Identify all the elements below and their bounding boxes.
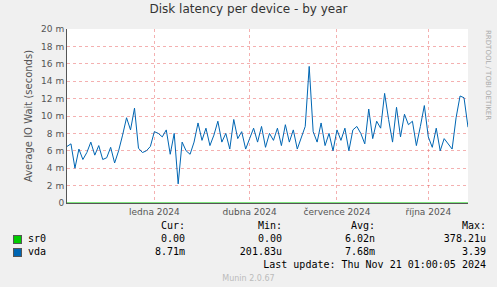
- html-text:378.21u: 378.21u: [443, 233, 486, 244]
- svg-text:14 m: 14 m: [41, 76, 64, 86]
- svg-text:Average IO Wait (seconds): Average IO Wait (seconds): [23, 50, 34, 182]
- svg-text:2 m: 2 m: [47, 181, 64, 191]
- html-text:Min:: Min:: [257, 220, 282, 231]
- svg-text:20 m: 20 m: [41, 24, 64, 34]
- svg-text:července 2024: července 2024: [303, 207, 370, 217]
- svg-text:12 m: 12 m: [41, 94, 64, 104]
- html-text:Max:: Max:: [461, 220, 486, 231]
- html-text:3.39: 3.39: [461, 246, 486, 257]
- html-text:0.00: 0.00: [257, 233, 282, 244]
- svg-text:Disk latency per device - by y: Disk latency per device - by year: [150, 2, 348, 16]
- html-text:sr0: sr0: [28, 233, 47, 244]
- html-text:7.68m: 7.68m: [344, 246, 375, 257]
- svg-text:4 m: 4 m: [47, 163, 64, 173]
- html-text:Cur:: Cur:: [160, 220, 185, 231]
- html-text:0.00: 0.00: [160, 233, 185, 244]
- html-text:6.02n: 6.02n: [344, 233, 375, 244]
- svg-text:16 m: 16 m: [41, 59, 64, 69]
- html-text:8.71m: 8.71m: [154, 246, 185, 257]
- html-text:Last update: Thu Nov 21 01:00:: Last update: Thu Nov 21 01:00:05 2024: [263, 259, 486, 270]
- svg-text:8 m: 8 m: [47, 129, 64, 139]
- svg-text:října 2024: října 2024: [405, 207, 451, 217]
- html-text:201.83u: 201.83u: [239, 246, 282, 257]
- html-text:Munin 2.0.67: Munin 2.0.67: [222, 274, 275, 283]
- svg-text:10 m: 10 m: [41, 111, 64, 121]
- html-text:RRDTOOL / TOBI OETIKER: RRDTOOL / TOBI OETIKER: [484, 30, 492, 121]
- svg-text:ledna 2024: ledna 2024: [129, 207, 180, 217]
- html-text:vda: vda: [28, 246, 47, 257]
- svg-text:6 m: 6 m: [47, 146, 64, 156]
- svg-text:18 m: 18 m: [41, 42, 64, 52]
- html-text:Avg:: Avg:: [350, 220, 375, 231]
- svg-text:0: 0: [58, 198, 64, 208]
- svg-text:dubna 2024: dubna 2024: [223, 207, 277, 217]
